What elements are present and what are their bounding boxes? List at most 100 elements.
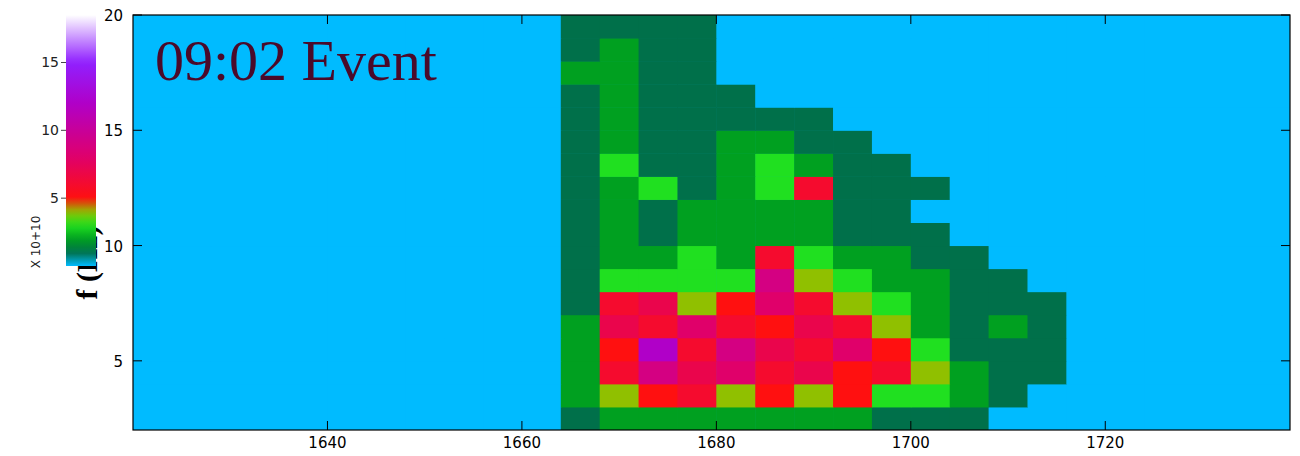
cell: [211, 269, 250, 293]
cell: [172, 199, 211, 223]
cell: [561, 407, 600, 430]
cell: [755, 38, 794, 62]
cell: [600, 315, 639, 339]
y-tick: [133, 360, 142, 361]
cell: [211, 361, 250, 385]
cell: [794, 361, 833, 385]
cell: [522, 269, 561, 293]
cell: [1144, 15, 1183, 39]
cell: [366, 315, 405, 339]
title: 09:02 Event: [155, 28, 437, 93]
cell: [833, 176, 872, 200]
cell: [327, 269, 366, 293]
colorbar: [66, 15, 96, 266]
cell: [716, 84, 755, 108]
cell: [989, 384, 1028, 408]
cell: [327, 199, 366, 223]
cell: [1144, 407, 1183, 430]
cell: [677, 153, 716, 177]
cell: [483, 269, 522, 293]
cell: [950, 338, 989, 362]
cell: [989, 176, 1028, 200]
cell: [1027, 292, 1066, 316]
cell: [1183, 361, 1222, 385]
cell: [833, 153, 872, 177]
cell: [327, 223, 366, 247]
cell: [600, 269, 639, 293]
cell: [483, 315, 522, 339]
cell: [1066, 246, 1105, 270]
cell: [677, 292, 716, 316]
cell: [405, 361, 444, 385]
cell: [1261, 153, 1290, 177]
cell: [444, 130, 483, 154]
cell: [1027, 315, 1066, 339]
cell: [1222, 269, 1261, 293]
cell: [366, 153, 405, 177]
cell: [794, 223, 833, 247]
cell: [872, 176, 911, 200]
cell: [1183, 61, 1222, 85]
cell: [639, 38, 678, 62]
cell: [639, 15, 678, 39]
cell: [989, 361, 1028, 385]
cell: [483, 176, 522, 200]
cell: [1261, 199, 1290, 223]
cell: [1222, 84, 1261, 108]
cell: [133, 338, 172, 362]
cell: [950, 107, 989, 131]
cell: [677, 176, 716, 200]
cell: [1261, 384, 1290, 408]
cell: [172, 176, 211, 200]
cell: [600, 130, 639, 154]
cell: [1144, 176, 1183, 200]
cell: [1066, 38, 1105, 62]
cell: [211, 246, 250, 270]
cell: [289, 199, 328, 223]
cell: [444, 107, 483, 131]
cell: [211, 199, 250, 223]
cell: [989, 246, 1028, 270]
cell: [794, 315, 833, 339]
cell: [1066, 107, 1105, 131]
cell: [872, 269, 911, 293]
cell: [1027, 15, 1066, 39]
y-tick-label: 10: [104, 238, 123, 256]
cell: [522, 176, 561, 200]
cell: [1144, 338, 1183, 362]
cell: [327, 315, 366, 339]
cell: [755, 315, 794, 339]
cell: [677, 361, 716, 385]
cell: [289, 407, 328, 430]
cell: [1144, 361, 1183, 385]
cell: [561, 15, 600, 39]
cell: [1222, 61, 1261, 85]
cell: [1261, 361, 1290, 385]
cell: [366, 384, 405, 408]
cell: [1066, 61, 1105, 85]
cell: [289, 107, 328, 131]
cell: [289, 292, 328, 316]
cell: [483, 292, 522, 316]
cell: [366, 223, 405, 247]
cell: [289, 130, 328, 154]
cell: [289, 315, 328, 339]
cell: [989, 199, 1028, 223]
cell: [1105, 269, 1144, 293]
cell: [639, 223, 678, 247]
cell: [600, 176, 639, 200]
cell: [1105, 338, 1144, 362]
cell: [794, 199, 833, 223]
cell: [522, 130, 561, 154]
cell: [872, 84, 911, 108]
cell: [872, 130, 911, 154]
x-tick-label: 1720: [1086, 434, 1124, 452]
cell: [872, 407, 911, 430]
cell: [405, 107, 444, 131]
cell: [444, 84, 483, 108]
cell: [1222, 38, 1261, 62]
x-tick: [327, 15, 328, 24]
cell: [794, 338, 833, 362]
x-tick: [521, 421, 522, 430]
cell: [327, 407, 366, 430]
